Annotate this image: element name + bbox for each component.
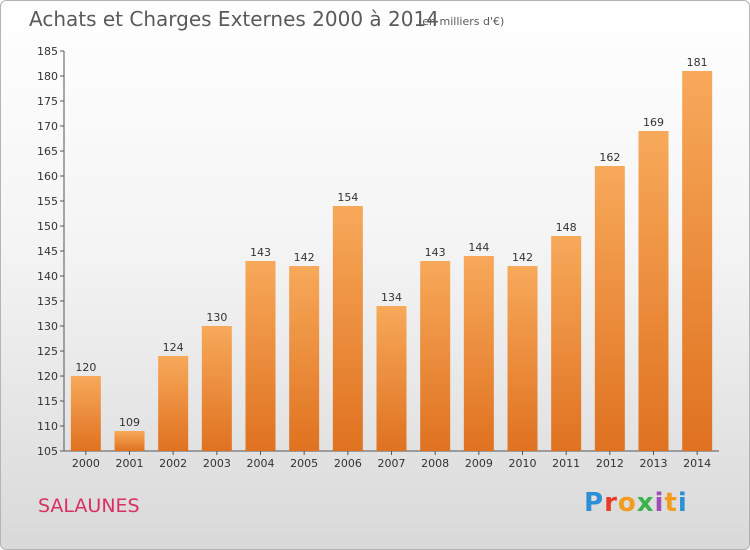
bar (245, 261, 276, 451)
y-tick-label: 155 (37, 195, 58, 208)
y-tick-label: 150 (37, 220, 58, 233)
x-tick-label: 2005 (290, 457, 318, 470)
x-tick-label: 2006 (334, 457, 362, 470)
bar-value-label: 143 (250, 246, 271, 259)
x-tick-label: 2009 (465, 457, 493, 470)
y-axis: 105 110 115 120 125 130 135 140 145 150 155 160 165 1… (37, 45, 65, 458)
bar (682, 71, 713, 451)
proxiti-logo[interactable]: Proxiti (584, 488, 688, 518)
y-tick-label: 140 (37, 270, 58, 283)
bar-value-label: 169 (643, 116, 664, 129)
y-tick-label: 175 (37, 95, 58, 108)
chart-title: Achats et Charges Externes 2000 à 2014 (29, 7, 439, 31)
x-tick-label: 2000 (72, 457, 100, 470)
y-tick-label: 120 (37, 370, 58, 383)
x-tick-label: 2014 (683, 457, 711, 470)
x-tick-label: 2013 (640, 457, 668, 470)
y-tick-label: 125 (37, 345, 58, 358)
x-tick-label: 2012 (596, 457, 624, 470)
x-tick-label: 2007 (378, 457, 406, 470)
x-tick-label: 2008 (421, 457, 449, 470)
bar-value-label: 162 (599, 151, 620, 164)
bar-value-label: 109 (119, 416, 140, 429)
bar-value-label: 124 (163, 341, 184, 354)
y-tick-label: 135 (37, 295, 58, 308)
x-tick-label: 2011 (552, 457, 580, 470)
town-name: SALAUNES (38, 495, 140, 517)
x-tick-label: 2001 (116, 457, 144, 470)
bar-value-label: 134 (381, 291, 402, 304)
bar (507, 266, 538, 451)
bar-value-label: 148 (556, 221, 577, 234)
bar-value-label: 144 (468, 241, 489, 254)
bar (638, 131, 669, 451)
bar (70, 376, 101, 451)
x-tick-label: 2003 (203, 457, 231, 470)
y-tick-label: 165 (37, 145, 58, 158)
x-tick-label: 2004 (247, 457, 275, 470)
bar-value-label: 142 (512, 251, 533, 264)
bar (289, 266, 320, 451)
bars: 120 109 124 130 143 142 154 134 143 144 142 148 162 1… (70, 56, 713, 451)
bar (551, 236, 582, 451)
bar-value-label: 120 (75, 361, 96, 374)
y-tick-label: 185 (37, 45, 58, 58)
y-tick-label: 160 (37, 170, 58, 183)
bar-value-label: 181 (687, 56, 708, 69)
x-tick-label: 2002 (159, 457, 187, 470)
y-tick-label: 130 (37, 320, 58, 333)
y-tick-label: 115 (37, 395, 58, 408)
bar (158, 356, 189, 451)
bar (420, 261, 451, 451)
y-tick-label: 105 (37, 445, 58, 458)
bar-value-label: 143 (425, 246, 446, 259)
bar (332, 206, 363, 451)
y-tick-label: 170 (37, 120, 58, 133)
x-axis: 2000 2001 2002 2003 2004 2005 2006 2007 2008 2009… (64, 450, 719, 470)
bar-value-label: 154 (337, 191, 358, 204)
x-tick-label: 2010 (509, 457, 537, 470)
y-tick-label: 180 (37, 70, 58, 83)
y-tick-label: 145 (37, 245, 58, 258)
bar (376, 306, 407, 451)
bar (594, 166, 625, 451)
bar (463, 256, 494, 451)
bar (201, 326, 232, 451)
y-tick-label: 110 (37, 420, 58, 433)
bar-value-label: 130 (206, 311, 227, 324)
bar-value-label: 142 (294, 251, 315, 264)
chart-subtitle: (en milliers d'€) (418, 15, 505, 28)
bar (114, 431, 145, 451)
